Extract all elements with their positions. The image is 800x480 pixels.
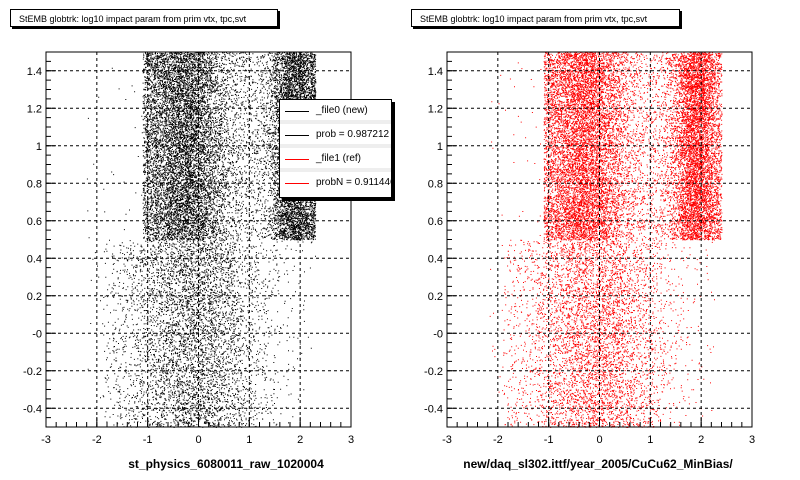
scatter-points [489,52,723,428]
legend-entry-prob: prob = 0.987212 [280,124,391,148]
legend-label-file0: _file0 (new) [316,105,368,116]
legend-line-probn [285,183,309,184]
y-tick-label: 1 [437,141,443,153]
y-tick-label: 0.2 [27,291,42,303]
legend-label-prob: prob = 0.987212 [316,129,390,140]
y-tick-label: 0.8 [27,178,42,190]
plot-title-left: StEMB globtrk: log10 impact param from p… [10,9,278,27]
x-tick-label: 0 [596,434,602,446]
x-axis-label-left: st_physics_6080011_raw_1020004 [128,457,324,471]
x-tick-label: 0 [195,434,201,446]
y-tick-label: -0.2 [424,366,443,378]
y-tick-label: 0.4 [428,253,443,265]
legend[interactable]: _file0 (new) prob = 0.987212 _file1 (ref… [279,99,392,198]
y-tick-label: 0.6 [428,216,443,228]
legend-line-file1 [285,159,309,160]
y-tick-label: -0 [32,328,42,340]
scatter-points [86,52,317,428]
y-tick-label: -0.4 [424,403,443,415]
x-tick-label: -2 [493,434,503,446]
y-tick-label: 1.4 [27,66,42,78]
legend-entry-file1: _file1 (ref) [280,148,391,172]
y-tick-label: 0.8 [428,178,443,190]
x-tick-label: -1 [143,434,153,446]
x-tick-label: 3 [348,434,354,446]
x-tick-label: -3 [442,434,452,446]
legend-line-file0 [285,111,309,112]
x-tick-label: -2 [92,434,102,446]
legend-label-probn: probN = 0.911446 [316,177,392,188]
y-tick-label: -0.2 [23,366,42,378]
x-tick-label: 3 [749,434,755,446]
y-tick-label: -0.4 [23,403,42,415]
y-tick-label: 0.4 [27,253,42,265]
legend-entry-file0: _file0 (new) [280,100,391,124]
x-tick-label: -3 [41,434,51,446]
y-tick-label: 1.4 [428,66,443,78]
x-tick-label: -1 [544,434,554,446]
x-tick-label: 1 [246,434,252,446]
y-tick-label: 1.2 [428,103,443,115]
x-axis-label-right: new/daq_sl302.ittf/year_2005/CuCu62_MinB… [463,457,733,471]
scatter-panel-right: -3 -2 -1 0 1 2 3 -0.4 -0.2 -0 0.2 0.4 0.6 0.8 1 1.2 1.4 [424,51,755,446]
y-tick-label: 0.6 [27,216,42,228]
y-tick-label: 0.2 [428,291,443,303]
x-tick-label: 2 [698,434,704,446]
legend-label-file1: _file1 (ref) [316,153,362,164]
x-tick-label: 1 [647,434,653,446]
y-tick-label: -0 [433,328,443,340]
legend-line-prob [285,135,309,136]
y-tick-label: 1 [36,141,42,153]
x-tick-label: 2 [297,434,303,446]
legend-entry-probn: probN = 0.911446 [280,172,392,196]
plot-title-right: StEMB globtrk: log10 impact param from p… [411,9,680,27]
y-tick-label: 1.2 [27,103,42,115]
